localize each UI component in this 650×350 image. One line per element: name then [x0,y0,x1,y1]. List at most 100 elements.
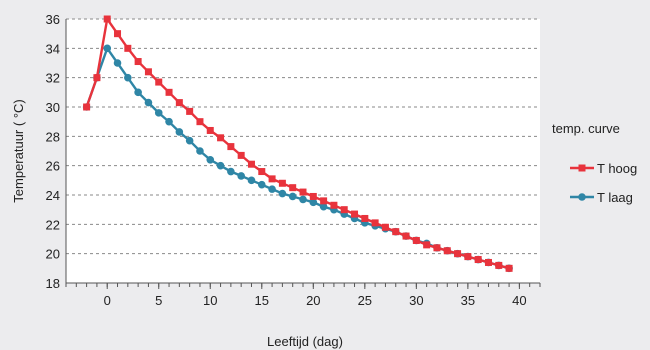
data-point [103,44,112,53]
y-tick-label: 18 [46,276,60,291]
data-point [268,185,276,193]
plot-area [66,19,540,283]
legend: temp. curve T hoog T laag [552,121,637,205]
data-point [278,179,286,187]
data-point [154,109,163,117]
legend-items: T hoog T laag [570,161,637,205]
x-tick-label: 30 [409,293,423,308]
data-point [206,126,214,134]
data-point [217,134,225,142]
data-point [320,197,328,205]
x-tick-label: 10 [203,293,217,308]
x-tick-label: 25 [358,293,372,308]
data-point [299,195,307,204]
data-point [144,68,152,76]
data-point [196,147,204,155]
data-point [155,78,163,86]
data-point [464,253,472,261]
data-point [257,180,266,189]
data-point [309,198,318,207]
y-tick-label: 28 [46,129,60,144]
data-point [227,167,235,176]
data-point [227,143,235,151]
data-point [433,244,441,252]
data-point [309,192,317,200]
legend-title: temp. curve [552,121,620,136]
data-point [299,188,307,196]
data-point [268,175,276,183]
data-point [175,128,184,136]
data-point [196,118,204,126]
data-point [165,117,173,126]
data-point [340,206,348,214]
data-point [319,202,328,211]
data-point [83,103,91,111]
data-point [206,156,215,164]
data-point [114,30,122,38]
axes: 18 20 22 24 26 28 30 32 34 36 0 5 10 15 20 25 30 35 40 [46,12,541,308]
legend-label: T laag [597,190,633,205]
gridlines [66,18,540,255]
y-tick-label: 30 [46,100,60,115]
y-axis-title: Temperatuur ( °C) [11,99,26,202]
data-point [144,98,153,107]
data-point [134,88,142,97]
x-tick-label: 20 [306,293,320,308]
data-point [124,44,132,52]
data-point [247,160,255,168]
data-point [381,223,389,231]
data-point [443,247,451,255]
data-point [165,88,173,96]
y-tick-label: 26 [46,159,60,174]
data-point [454,250,462,258]
data-point [392,228,400,236]
legend-item-t-laag: T laag [570,190,633,205]
data-point [185,136,194,145]
data-point [484,258,492,266]
data-point [278,189,287,198]
data-point [412,236,420,244]
data-point [330,201,338,209]
data-point [103,15,111,23]
data-point [351,210,359,218]
y-tick-label: 20 [46,247,60,262]
x-tick-label: 0 [104,293,111,308]
y-tick-label: 24 [46,188,60,203]
series [82,15,513,273]
data-point [474,256,482,264]
data-point [216,161,225,170]
x-tick-label: 5 [155,293,162,308]
x-tick-label: 35 [461,293,475,308]
y-tick-label: 22 [46,217,60,232]
data-point [237,151,245,159]
legend-swatch-marker [578,164,586,172]
x-axis-title: Leeftijd (dag) [267,334,343,349]
data-point [134,58,142,66]
data-point [423,241,431,249]
data-point [361,214,369,222]
x-tick-label: 40 [512,293,526,308]
y-tick-label: 36 [46,12,60,27]
legend-item-t-hoog: T hoog [570,161,637,176]
data-point [289,184,297,192]
y-tick-label: 32 [46,71,60,86]
series-t-hoog [83,15,513,272]
data-point [237,172,245,180]
data-point [402,232,410,240]
data-point [258,168,266,176]
data-point [371,219,379,227]
data-point [124,73,132,82]
legend-swatch-marker [578,193,586,201]
data-point [495,261,503,269]
data-point [247,176,256,185]
y-tick-label: 34 [46,41,60,56]
data-point [186,107,194,115]
data-point [505,264,513,272]
data-point [288,192,297,201]
data-point [93,74,101,82]
data-point [113,59,122,67]
x-tick-label: 15 [255,293,269,308]
legend-label: T hoog [597,161,637,176]
data-point [175,99,183,107]
